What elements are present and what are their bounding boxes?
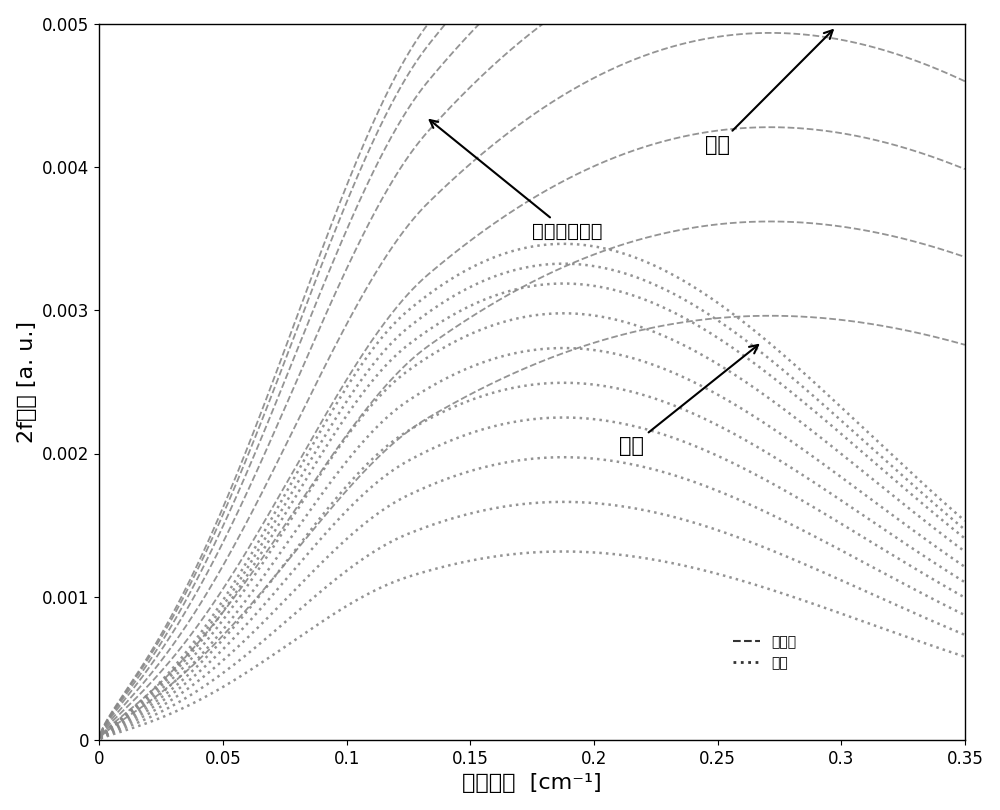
Text: 压力: 压力 xyxy=(705,30,833,156)
Text: 压力: 压力 xyxy=(619,345,758,456)
Text: 压力的操作点: 压力的操作点 xyxy=(430,120,603,241)
Y-axis label: 2f信号 [a. u.]: 2f信号 [a. u.] xyxy=(17,321,37,443)
X-axis label: 调制幅度  [cm⁻¹]: 调制幅度 [cm⁻¹] xyxy=(462,774,602,793)
Legend: 峰谷高, 峰高: 峰谷高, 峰高 xyxy=(727,629,802,676)
